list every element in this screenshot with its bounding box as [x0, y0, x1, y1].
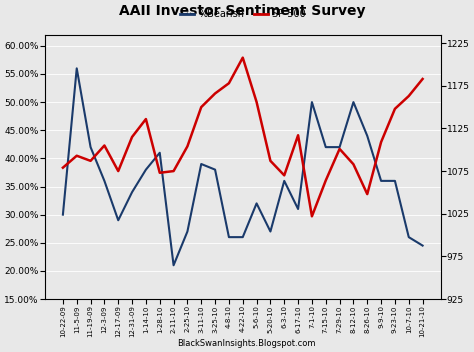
Line: SP 500: SP 500	[63, 58, 423, 216]
%Bearish	[254, 201, 259, 206]
SP 500	[129, 135, 135, 139]
%Bearish	[199, 162, 204, 166]
SP 500	[309, 214, 315, 218]
Legend: %Bearish, SP 500: %Bearish, SP 500	[176, 5, 310, 23]
%Bearish	[282, 179, 287, 183]
Text: BlackSwanInsights.Blogspot.com: BlackSwanInsights.Blogspot.com	[177, 339, 316, 348]
%Bearish	[392, 179, 398, 183]
SP 500	[406, 94, 411, 98]
%Bearish	[240, 235, 246, 239]
%Bearish	[337, 145, 342, 149]
SP 500	[88, 159, 93, 163]
%Bearish	[309, 100, 315, 104]
SP 500	[268, 159, 273, 163]
%Bearish	[74, 66, 80, 70]
SP 500	[226, 81, 232, 85]
%Bearish	[351, 100, 356, 104]
%Bearish	[323, 145, 328, 149]
%Bearish	[88, 145, 93, 149]
SP 500	[295, 133, 301, 137]
SP 500	[392, 107, 398, 111]
SP 500	[282, 173, 287, 177]
SP 500	[254, 100, 259, 104]
SP 500	[199, 105, 204, 109]
SP 500	[157, 171, 163, 175]
SP 500	[240, 56, 246, 60]
%Bearish	[129, 190, 135, 194]
%Bearish	[101, 179, 107, 183]
SP 500	[74, 153, 80, 158]
SP 500	[212, 92, 218, 96]
%Bearish	[143, 168, 149, 172]
Title: AAII Investor Sentiment Survey: AAII Investor Sentiment Survey	[119, 4, 366, 18]
SP 500	[101, 143, 107, 147]
%Bearish	[212, 168, 218, 172]
SP 500	[337, 147, 342, 151]
%Bearish	[60, 213, 66, 217]
Line: %Bearish: %Bearish	[63, 68, 423, 265]
%Bearish	[365, 134, 370, 138]
SP 500	[365, 192, 370, 196]
SP 500	[60, 165, 66, 170]
SP 500	[184, 144, 190, 149]
%Bearish	[171, 263, 176, 268]
SP 500	[143, 117, 149, 121]
SP 500	[351, 162, 356, 166]
SP 500	[323, 178, 328, 183]
%Bearish	[378, 179, 384, 183]
%Bearish	[226, 235, 232, 239]
%Bearish	[406, 235, 411, 239]
SP 500	[171, 169, 176, 173]
%Bearish	[115, 218, 121, 222]
%Bearish	[157, 151, 163, 155]
%Bearish	[420, 244, 426, 248]
%Bearish	[184, 230, 190, 234]
SP 500	[420, 77, 426, 81]
SP 500	[378, 140, 384, 144]
SP 500	[115, 169, 121, 173]
%Bearish	[295, 207, 301, 211]
%Bearish	[268, 230, 273, 234]
